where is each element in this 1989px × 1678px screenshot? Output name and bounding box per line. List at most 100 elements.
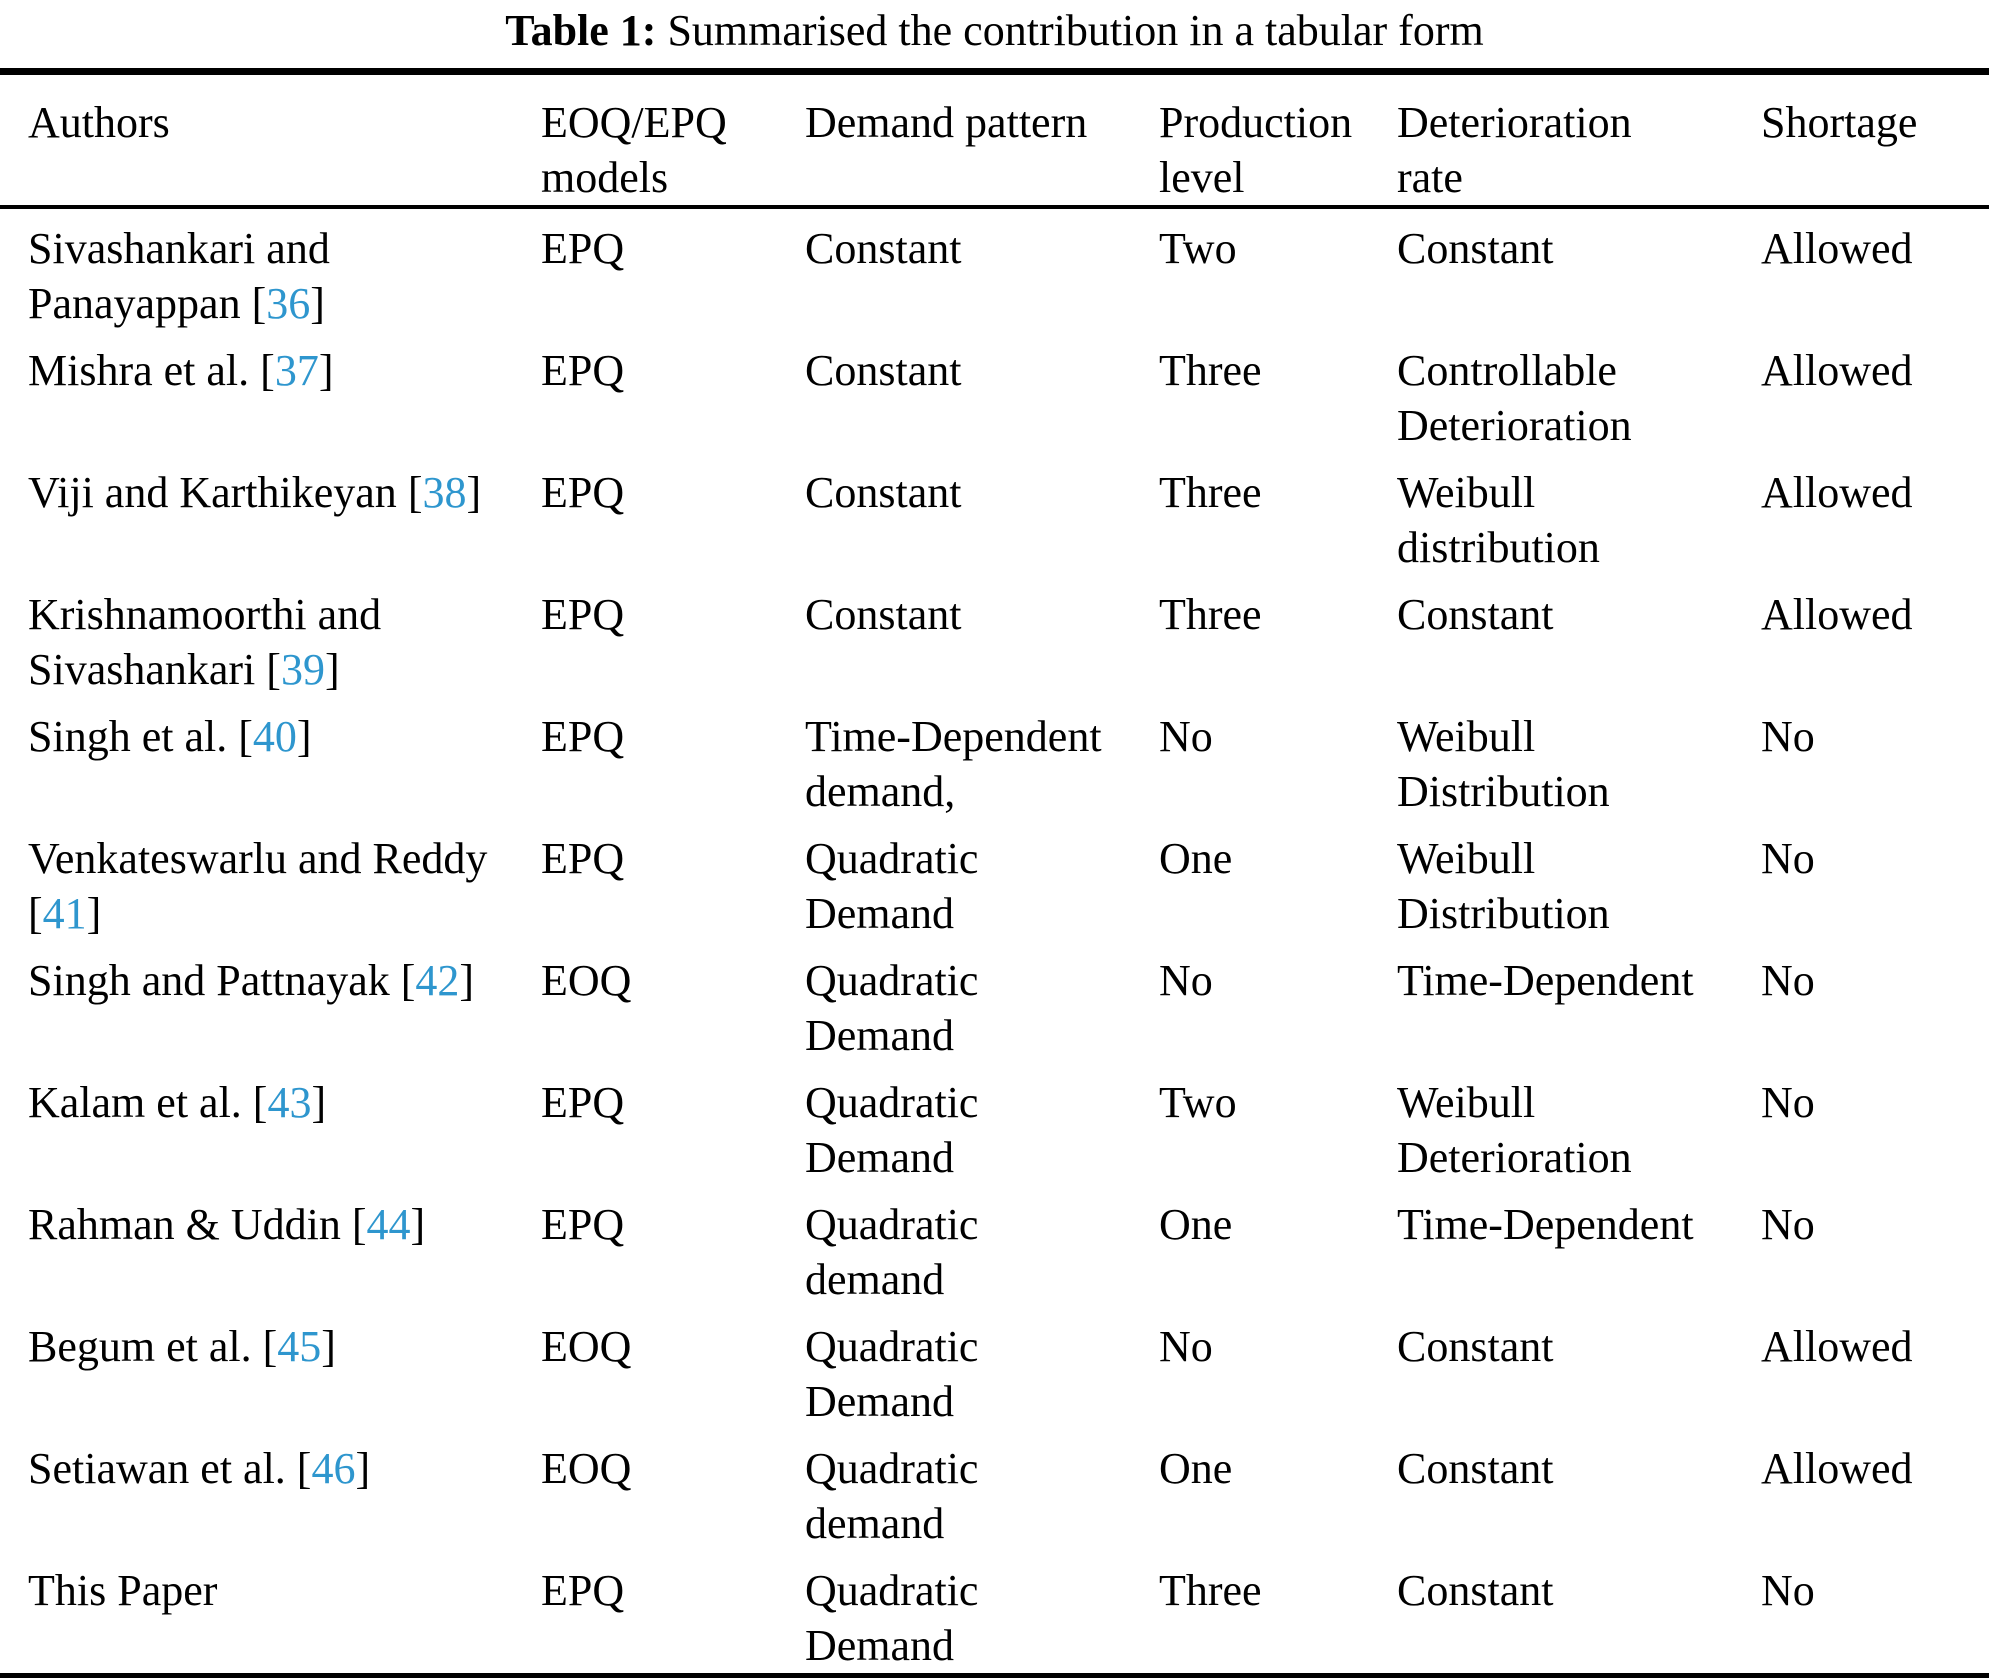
shortage-cell: No xyxy=(1761,1200,1815,1249)
deterioration-cell: Constant xyxy=(1397,224,1554,273)
table-header: Authors EOQ/EPQ models Demand pattern Pr… xyxy=(0,75,1989,205)
model-cell: EPQ xyxy=(541,590,625,639)
citation-number[interactable]: 37 xyxy=(274,346,319,395)
citation-number[interactable]: 40 xyxy=(252,712,297,761)
citation-ref: [46] xyxy=(297,1444,370,1493)
author-cell: This Paper xyxy=(0,1551,541,1673)
shortage-cell: No xyxy=(1761,712,1815,761)
deterioration-cell: Weibull Distribution xyxy=(1397,834,1610,938)
production-cell: No xyxy=(1159,1322,1213,1371)
model-cell: EPQ xyxy=(541,468,625,517)
table-row: Setiawan et al. [46] EOQ Quadratic demand O… xyxy=(0,1429,1989,1551)
citation-number[interactable]: 38 xyxy=(422,468,467,517)
deterioration-cell: Constant xyxy=(1397,1444,1554,1493)
citation-number[interactable]: 42 xyxy=(415,956,460,1005)
demand-cell: Quadratic Demand xyxy=(805,1566,979,1670)
author-name: Singh et al. xyxy=(28,712,239,761)
author-name: Begum et al. xyxy=(28,1322,263,1371)
bracket-close: ] xyxy=(321,1322,336,1371)
bracket-close: ] xyxy=(459,956,475,1005)
demand-cell: Quadratic Demand xyxy=(805,956,979,1060)
header-deterioration-rate: Deterioration rate xyxy=(1397,98,1632,202)
author-cell: Krishnamoorthi and Sivashankari [39] xyxy=(0,575,541,697)
citation-number[interactable]: 43 xyxy=(267,1078,312,1127)
author-name: Singh and Pattnayak xyxy=(28,956,401,1005)
deterioration-cell: Controllable Deterioration xyxy=(1397,346,1632,450)
demand-cell: Quadratic demand xyxy=(805,1444,979,1548)
author-name: Rahman & Uddin xyxy=(28,1200,352,1249)
bracket-close: ] xyxy=(310,279,325,328)
citation-ref: [42] xyxy=(401,956,474,1005)
header-production-level: Production level xyxy=(1159,98,1353,202)
bracket-open: [ xyxy=(252,1078,268,1127)
demand-cell: Quadratic Demand xyxy=(805,1322,979,1426)
bracket-open: [ xyxy=(262,1322,278,1371)
bracket-open: [ xyxy=(260,346,275,395)
citation-number[interactable]: 45 xyxy=(277,1322,322,1371)
bracket-close: ] xyxy=(318,346,334,395)
shortage-cell: No xyxy=(1761,834,1815,883)
author-cell: Mishra et al. [37] xyxy=(0,331,541,453)
bracket-close: ] xyxy=(311,1078,327,1127)
bracket-open: [ xyxy=(251,279,267,328)
citation-number[interactable]: 44 xyxy=(366,1200,411,1249)
author-cell: Singh and Pattnayak [42] xyxy=(0,941,541,1063)
deterioration-cell: Constant xyxy=(1397,590,1554,639)
author-name: Sivashankari and Panayappan xyxy=(28,224,330,328)
author-cell: Kalam et al. [43] xyxy=(0,1063,541,1185)
shortage-cell: Allowed xyxy=(1761,1322,1913,1371)
model-cell: EPQ xyxy=(541,712,625,761)
table-row: Rahman & Uddin [44] EPQ Quadratic demand On… xyxy=(0,1185,1989,1307)
model-cell: EOQ xyxy=(541,1444,632,1493)
model-cell: EPQ xyxy=(541,224,625,273)
table-row: Singh et al. [40] EPQ Time-Dependent deman… xyxy=(0,697,1989,819)
header-models: EOQ/EPQ models xyxy=(541,98,727,202)
header-divider-rule xyxy=(0,205,1989,209)
author-name: Setiawan et al. xyxy=(28,1444,297,1493)
shortage-cell: Allowed xyxy=(1761,346,1913,395)
citation-number[interactable]: 41 xyxy=(42,889,87,938)
demand-cell: Quadratic Demand xyxy=(805,1078,979,1182)
deterioration-cell: Time-Dependent xyxy=(1397,1200,1694,1249)
demand-cell: Constant xyxy=(805,468,962,517)
production-cell: One xyxy=(1159,1200,1233,1249)
table-bottom-rule xyxy=(0,1673,1989,1678)
bracket-open: [ xyxy=(238,712,253,761)
table-caption-text: Summarised the contribution in a tabular… xyxy=(656,6,1484,55)
bracket-open: [ xyxy=(351,1200,367,1249)
header-authors: Authors xyxy=(28,98,170,147)
model-cell: EOQ xyxy=(541,1322,632,1371)
author-name: Kalam et al. xyxy=(28,1078,253,1127)
citation-ref: [43] xyxy=(253,1078,326,1127)
citation-ref: [40] xyxy=(238,712,311,761)
citation-ref: [44] xyxy=(352,1200,425,1249)
bracket-close: ] xyxy=(324,645,340,694)
deterioration-cell: Weibull distribution xyxy=(1397,468,1600,572)
bracket-close: ] xyxy=(466,468,482,517)
bracket-open: [ xyxy=(28,889,43,938)
table-row: Venkateswarlu and Reddy [41] EPQ Quadratic… xyxy=(0,819,1989,941)
production-cell: No xyxy=(1159,956,1213,1005)
header-shortage: Shortage xyxy=(1761,98,1918,147)
citation-number[interactable]: 36 xyxy=(266,279,311,328)
deterioration-cell: Weibull Deterioration xyxy=(1397,1078,1632,1182)
model-cell: EPQ xyxy=(541,1078,625,1127)
shortage-cell: Allowed xyxy=(1761,590,1913,639)
table-row: Begum et al. [45] EOQ Quadratic Demand No Co… xyxy=(0,1307,1989,1429)
production-cell: Three xyxy=(1159,468,1262,517)
citation-ref: [36] xyxy=(252,279,325,328)
table-caption-label: Table 1: xyxy=(505,6,657,55)
demand-cell: Quadratic Demand xyxy=(805,834,979,938)
table-row: Viji and Karthikeyan [38] EPQ Constant Thre… xyxy=(0,453,1989,575)
citation-ref: [39] xyxy=(266,645,339,694)
author-cell: Sivashankari and Panayappan [36] xyxy=(0,209,541,331)
citation-number[interactable]: 46 xyxy=(311,1444,356,1493)
table-row: Mishra et al. [37] EPQ Constant Three Contro… xyxy=(0,331,1989,453)
shortage-cell: No xyxy=(1761,956,1815,1005)
contribution-table: Authors EOQ/EPQ models Demand pattern Pr… xyxy=(0,75,1989,205)
production-cell: Three xyxy=(1159,346,1262,395)
contribution-table-body: Sivashankari and Panayappan [36] EPQ Const… xyxy=(0,209,1989,1673)
citation-number[interactable]: 39 xyxy=(280,645,325,694)
author-cell: Venkateswarlu and Reddy [41] xyxy=(0,819,541,941)
